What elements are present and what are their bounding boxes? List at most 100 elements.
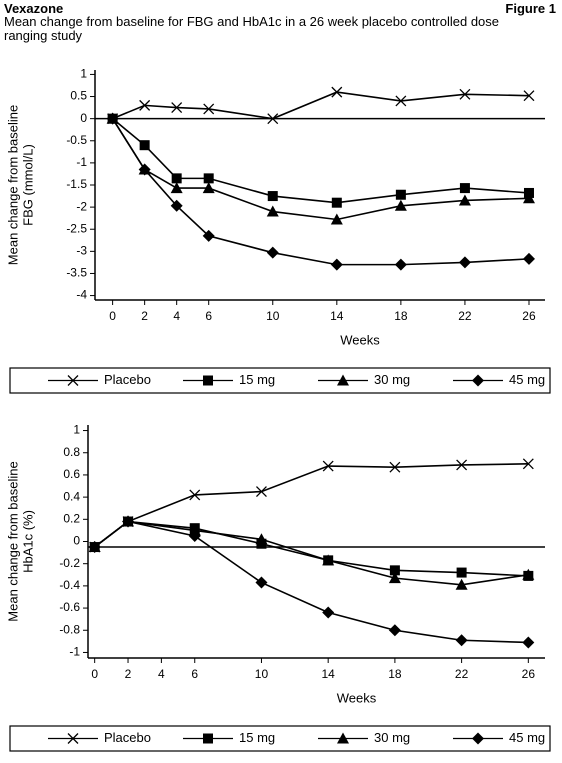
marker — [455, 578, 468, 590]
marker — [337, 374, 349, 386]
x-tick-label: 22 — [455, 667, 469, 681]
marker — [458, 194, 471, 206]
marker — [522, 568, 535, 580]
marker — [388, 624, 401, 637]
y-tick-label: 1 — [73, 423, 80, 437]
marker — [523, 90, 535, 102]
marker — [322, 460, 334, 472]
y-tick-label: -0.8 — [59, 622, 80, 636]
marker — [389, 565, 400, 576]
series-line — [94, 520, 529, 586]
header-right: Figure 1 — [505, 1, 556, 16]
marker — [139, 99, 151, 111]
y-tick-label: -1 — [76, 155, 87, 169]
legend-box — [9, 367, 551, 394]
marker — [266, 246, 279, 259]
marker — [322, 554, 335, 566]
y-axis-label: Mean change from baseline — [5, 105, 20, 265]
marker — [389, 461, 401, 473]
marker — [522, 252, 535, 265]
marker — [394, 258, 407, 271]
marker — [189, 489, 201, 501]
marker — [67, 375, 79, 386]
y-axis-label: HbA1c (%) — [20, 510, 35, 573]
legend-label: 15 mg — [239, 372, 275, 387]
marker — [459, 183, 470, 194]
y-tick-label: -0.2 — [59, 556, 80, 570]
marker — [138, 163, 151, 176]
y-tick-label: -1.5 — [66, 177, 87, 191]
y-tick-label: 0.6 — [63, 467, 80, 481]
marker — [170, 182, 183, 194]
x-tick-label: 10 — [266, 309, 280, 323]
y-tick-label: -0.5 — [66, 133, 87, 147]
x-tick-label: 4 — [173, 309, 180, 323]
x-axis-label: Weeks — [337, 690, 377, 705]
x-tick-label: 6 — [205, 309, 212, 323]
legend-label: 15 mg — [239, 730, 275, 745]
legend-label: Placebo — [104, 730, 151, 745]
y-tick-label: 0.2 — [63, 511, 80, 525]
marker — [266, 205, 279, 217]
marker — [331, 86, 343, 98]
marker — [170, 199, 183, 212]
y-axis-label: FBG (mmol/L) — [20, 144, 35, 226]
marker — [456, 459, 468, 471]
y-tick-label: 0 — [80, 111, 87, 125]
marker — [522, 636, 535, 649]
y-tick-label: -3.5 — [66, 266, 87, 280]
y-tick-label: 0 — [73, 534, 80, 548]
y-tick-label: 0.4 — [63, 489, 80, 503]
marker — [522, 458, 534, 470]
marker — [203, 375, 213, 386]
y-axis-label: Mean change from baseline — [5, 461, 20, 621]
marker — [267, 113, 279, 125]
series-line — [94, 463, 529, 548]
legend-label: Placebo — [104, 372, 151, 387]
y-tick-label: 0.5 — [70, 89, 87, 103]
marker — [388, 572, 401, 584]
y-tick-label: -0.6 — [59, 600, 80, 614]
marker — [395, 189, 406, 200]
marker — [188, 524, 201, 536]
x-axis-label: Weeks — [340, 332, 380, 347]
marker — [122, 515, 135, 528]
marker — [203, 173, 214, 184]
y-tick-label: -2.5 — [66, 221, 87, 235]
x-tick-label: 0 — [109, 309, 116, 323]
marker — [455, 634, 468, 647]
marker — [459, 88, 471, 100]
marker — [255, 576, 268, 589]
y-tick-label: -4 — [76, 288, 87, 302]
x-tick-label: 18 — [394, 309, 408, 323]
y-tick-label: -2 — [76, 199, 87, 213]
marker — [331, 197, 342, 208]
y-tick-label: -0.4 — [59, 578, 80, 592]
marker — [171, 102, 183, 114]
marker — [267, 191, 278, 202]
x-tick-label: 18 — [388, 667, 402, 681]
y-tick-label: 1 — [80, 67, 87, 81]
x-tick-label: 0 — [91, 667, 98, 681]
legend-label: 45 mg — [509, 372, 545, 387]
marker — [255, 533, 268, 545]
x-tick-label: 2 — [141, 309, 148, 323]
y-tick-label: -3 — [76, 244, 87, 258]
legend-box — [9, 725, 551, 752]
x-tick-label: 4 — [158, 667, 165, 681]
marker — [88, 541, 101, 554]
x-tick-label: 10 — [255, 667, 269, 681]
legend-label: 30 mg — [374, 372, 410, 387]
marker — [202, 182, 215, 194]
marker — [171, 173, 182, 184]
marker — [322, 606, 335, 619]
y-tick-label: -1 — [69, 645, 80, 659]
series-line — [94, 520, 529, 644]
marker — [472, 374, 484, 387]
marker — [395, 95, 407, 107]
header-left: Vexazone — [4, 1, 64, 16]
marker — [203, 103, 215, 115]
legend-label: 30 mg — [374, 730, 410, 745]
marker — [458, 256, 471, 269]
